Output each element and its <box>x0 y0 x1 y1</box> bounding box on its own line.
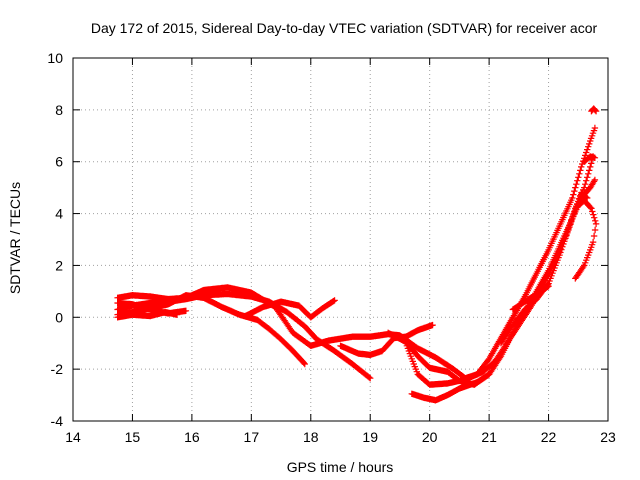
series-track-n <box>581 153 599 165</box>
y-tick-label: 6 <box>55 154 63 170</box>
x-tick-label: 21 <box>481 429 497 445</box>
grid-lines <box>73 58 608 421</box>
plus-markers-track-o <box>588 105 600 115</box>
x-tick-label: 14 <box>65 429 81 445</box>
y-tick-label: -2 <box>51 361 64 377</box>
y-tick-label: 4 <box>55 206 63 222</box>
y-tick-label: 8 <box>55 102 63 118</box>
y-tick-label: -4 <box>51 413 64 429</box>
series-track-e <box>114 308 181 321</box>
x-tick-label: 17 <box>244 429 260 445</box>
plus-markers-track-m <box>509 283 552 313</box>
series-track-m <box>509 283 552 313</box>
data-points <box>114 105 600 404</box>
x-tick-label: 19 <box>362 429 378 445</box>
plus-markers-track-n <box>581 153 599 165</box>
plus-markers-track-a <box>114 124 599 382</box>
x-tick-label: 18 <box>303 429 319 445</box>
plot-frame <box>72 57 609 422</box>
y-tick-label: 0 <box>55 309 63 325</box>
y-axis-label: SDTVAR / TECUs <box>7 182 23 294</box>
y-tick-label: 10 <box>47 50 63 66</box>
plus-markers-track-e <box>114 308 181 321</box>
y-tick-label: 2 <box>55 257 63 273</box>
axis-ticks: 14 15 16 17 18 19 20 21 22 23 -4 -2 0 2 4 6 8 10 <box>47 50 616 445</box>
chart-title: Day 172 of 2015, Sidereal Day-to-day VTE… <box>91 20 598 36</box>
x-tick-label: 22 <box>541 429 557 445</box>
x-tick-label: 20 <box>422 429 438 445</box>
plus-markers-track-l <box>572 197 600 282</box>
series-track-l <box>572 197 600 282</box>
series-track-f <box>242 297 338 321</box>
x-axis-label: GPS time / hours <box>287 459 394 475</box>
plus-markers-track-f <box>242 297 338 321</box>
x-tick-label: 16 <box>184 429 200 445</box>
x-tick-label: 23 <box>600 429 616 445</box>
series-track-a <box>114 124 599 382</box>
x-tick-label: 15 <box>125 429 141 445</box>
series-track-o <box>588 105 600 115</box>
